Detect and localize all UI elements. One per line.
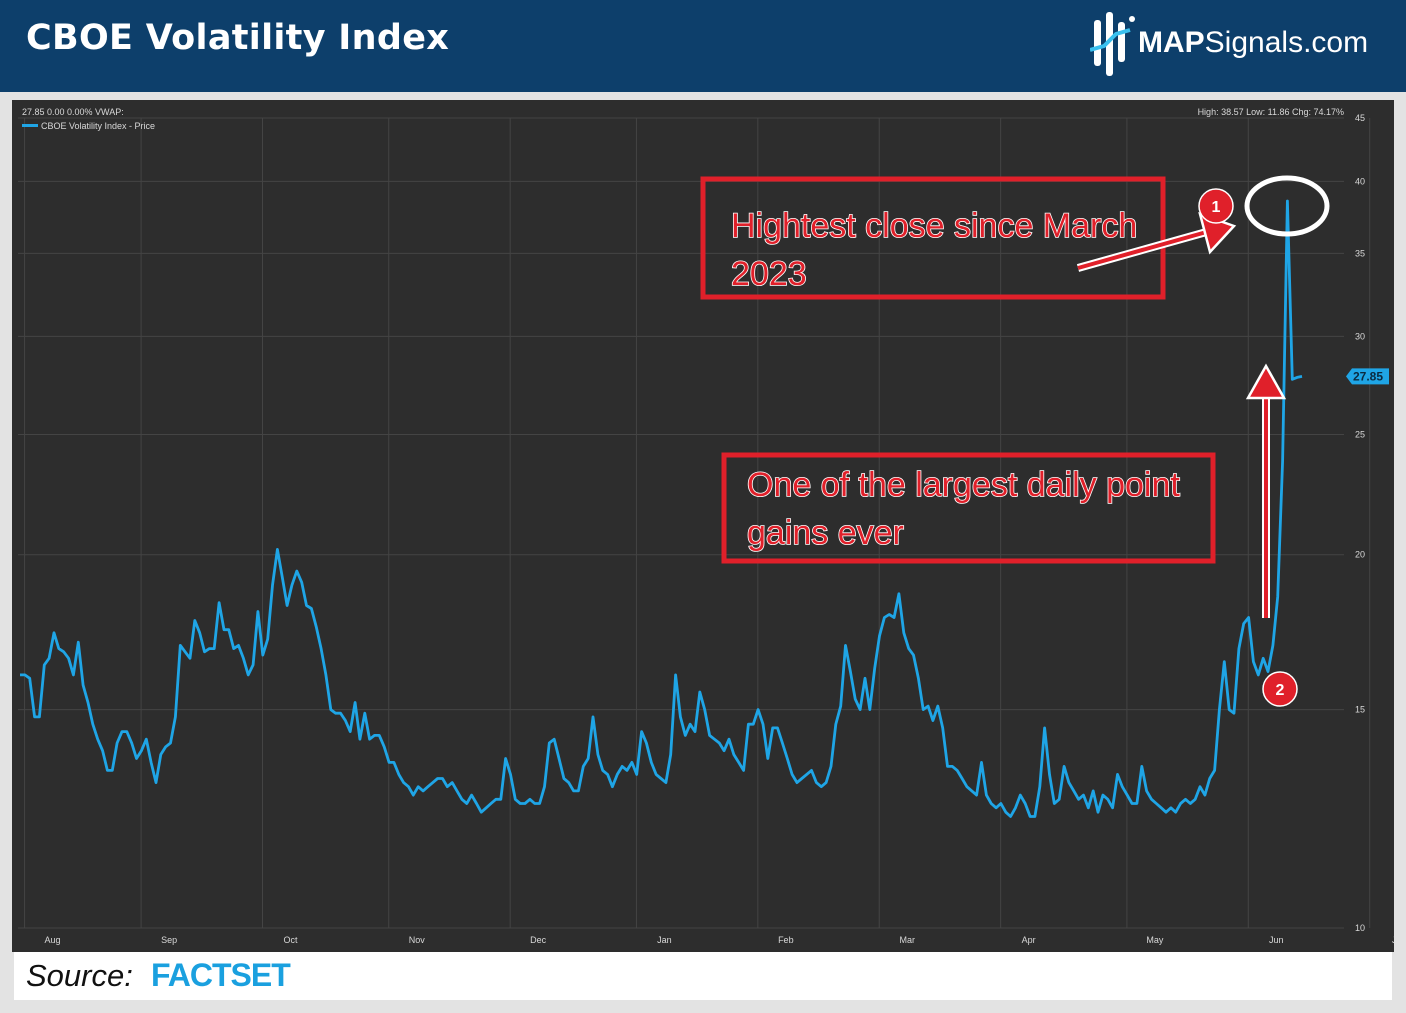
- y-tick-label: 35: [1355, 248, 1365, 258]
- vix-line-chart: 27.85 0.00 0.00% VWAP: High: 38.57 Low: …: [18, 107, 1394, 945]
- x-tick-label: Oct: [284, 935, 299, 945]
- legend-swatch: [22, 124, 38, 127]
- y-tick-label: 40: [1355, 176, 1365, 186]
- x-tick-label: Jan: [657, 935, 672, 945]
- annotation-number-1: 1: [1212, 199, 1221, 216]
- annotation-box-1: [700, 176, 1166, 300]
- x-tick-label: Sep: [161, 935, 177, 945]
- x-tick-label: Aug: [45, 935, 61, 945]
- annotation-marker-2: [1262, 671, 1298, 707]
- x-tick-label: Jun: [1269, 935, 1284, 945]
- chart-header-right: High: 38.57 Low: 11.86 Chg: 74.17%: [1198, 107, 1344, 117]
- series-line-vix: [20, 199, 1303, 818]
- x-tick-label: Feb: [778, 935, 794, 945]
- x-axis: Aug Sep Oct Nov Dec Jan Feb Mar Apr May Jun Jul: [45, 935, 1394, 945]
- y-tick-label: 25: [1355, 430, 1365, 440]
- logo-mark-icon: [1089, 12, 1135, 76]
- x-tick-label: Apr: [1022, 935, 1036, 945]
- annotation-number-2: 2: [1276, 682, 1285, 699]
- x-tick-label: Jul: [1392, 935, 1394, 945]
- legend-label: CBOE Volatility Index - Price: [41, 121, 155, 131]
- peak-highlight-circle: [1244, 175, 1330, 237]
- x-tick-label: Mar: [899, 935, 915, 945]
- page-title: CBOE Volatility Index: [26, 18, 450, 58]
- x-tick-label: Dec: [530, 935, 547, 945]
- factset-logo: FACTSET: [151, 957, 291, 993]
- mapsignals-logo: MAPSignals.com: [1089, 12, 1390, 80]
- chart-area: 27.85 0.00 0.00% VWAP: High: 38.57 Low: …: [12, 100, 1394, 952]
- annotation-text-1: Hightest close since March 2023: [731, 207, 1147, 293]
- y-tick-label: 15: [1355, 705, 1365, 715]
- grid-layer: [18, 117, 1371, 929]
- chart-header-left: 27.85 0.00 0.00% VWAP:: [22, 107, 124, 117]
- logo-wordmark: MAPSignals.com: [1138, 26, 1368, 60]
- annotation-text-2: One of the largest daily point gains eve…: [747, 466, 1189, 552]
- logo-rest-text: Signals.com: [1204, 26, 1369, 59]
- annotation-box-2: [721, 452, 1216, 564]
- annotation-marker-1: [1198, 188, 1234, 224]
- header-bar: CBOE Volatility Index MAPSignals.com: [0, 0, 1406, 92]
- y-tick-label: 30: [1355, 331, 1365, 341]
- y-axis: 10 15 20 25 30 35 40 45: [1355, 113, 1365, 933]
- source-label: Source:: [26, 958, 133, 993]
- logo-bold-text: MAP: [1138, 26, 1205, 59]
- y-tick-label: 45: [1355, 113, 1365, 123]
- annotation-arrowhead-2: [1245, 363, 1287, 400]
- x-tick-label: Nov: [409, 935, 426, 945]
- last-value-tag: 27.85: [1346, 368, 1389, 385]
- footer-bar: Source: FACTSET: [14, 952, 1392, 1000]
- x-tick-label: May: [1146, 935, 1164, 945]
- y-tick-label: 20: [1355, 550, 1365, 560]
- last-value-label: 27.85: [1353, 369, 1383, 383]
- annotation-arrow-1-inner: [1077, 229, 1211, 270]
- y-tick-label: 10: [1355, 923, 1365, 933]
